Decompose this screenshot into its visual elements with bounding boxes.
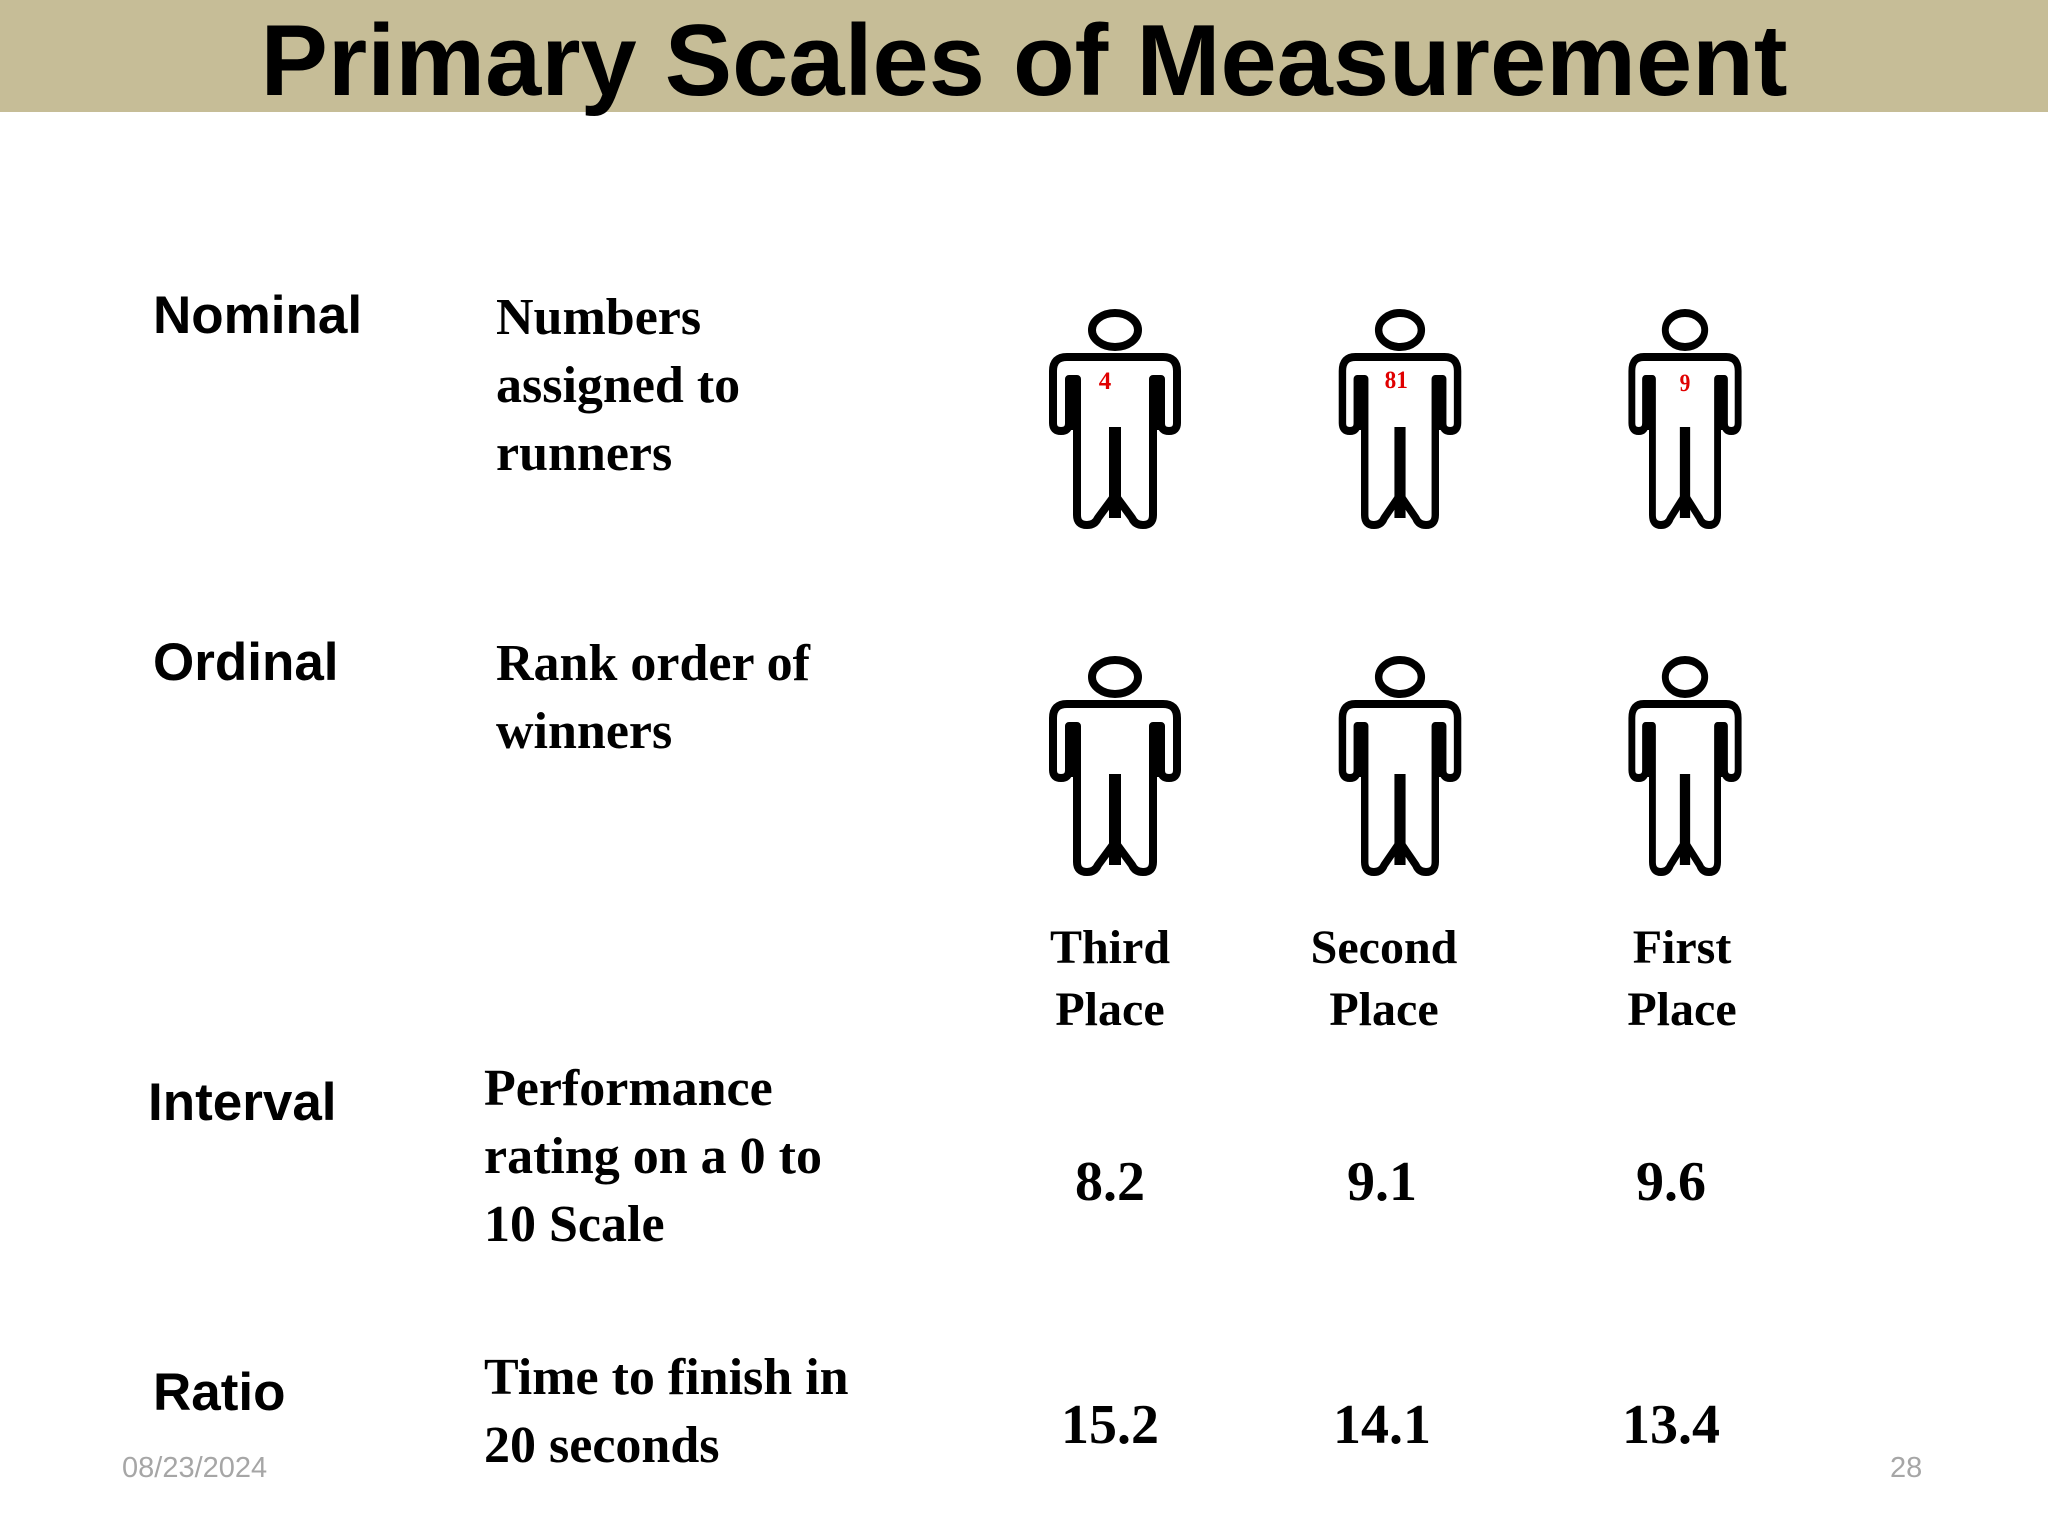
runner-figure-icon: [1338, 656, 1462, 876]
runner-figure-icon: [1628, 656, 1742, 876]
slide-title: Primary Scales of Measurement: [260, 5, 1788, 117]
runner-figure-icon: 4: [1049, 309, 1181, 529]
description-nominal: Numbers assigned to runners: [496, 284, 740, 488]
place-label-third: Third Place: [980, 917, 1240, 1041]
bib-number: 9: [1680, 370, 1691, 398]
interval-value-first: 9.6: [1636, 1151, 1706, 1213]
description-line: Time to finish in: [484, 1349, 849, 1406]
slide-number: 28: [1890, 1452, 1923, 1484]
description-ratio: Time to finish in 20 seconds: [484, 1344, 849, 1480]
description-line: winners: [496, 703, 673, 760]
scale-label-ratio: Ratio: [153, 1363, 286, 1422]
interval-value-second: 9.1: [1347, 1151, 1417, 1213]
runner-figure-icon: 9: [1628, 309, 1742, 529]
interval-value-third: 8.2: [1075, 1151, 1145, 1213]
runner-figure-icon: 81: [1338, 309, 1462, 529]
bib-number: 4: [1099, 368, 1112, 395]
slide-date: 08/23/2024: [122, 1452, 268, 1484]
bib-number: 81: [1385, 367, 1408, 394]
place-line: Second: [1310, 921, 1458, 974]
scale-label-nominal: Nominal: [153, 286, 363, 345]
description-line: Numbers: [496, 289, 702, 346]
description-interval: Performance rating on a 0 to 10 Scale: [484, 1055, 822, 1259]
scale-label-ordinal: Ordinal: [153, 633, 339, 692]
title-bar: [0, 0, 2048, 112]
description-line: rating on a 0 to: [484, 1128, 822, 1185]
place-line: First: [1632, 921, 1732, 974]
runner-figure-icon: [1049, 656, 1181, 876]
ratio-value-second: 14.1: [1333, 1394, 1431, 1456]
scale-label-interval: Interval: [148, 1073, 337, 1132]
description-line: 10 Scale: [484, 1196, 665, 1253]
description-ordinal: Rank order of winners: [496, 630, 810, 766]
place-line: Place: [1329, 983, 1439, 1036]
ratio-value-third: 15.2: [1061, 1394, 1159, 1456]
place-label-first: First Place: [1552, 917, 1812, 1041]
description-line: assigned to: [496, 357, 741, 414]
place-line: Place: [1055, 983, 1165, 1036]
description-line: Performance: [484, 1060, 773, 1117]
place-label-second: Second Place: [1254, 917, 1514, 1041]
description-line: Rank order of: [496, 635, 810, 692]
place-line: Place: [1627, 983, 1737, 1036]
description-line: runners: [496, 425, 673, 482]
place-line: Third: [1049, 921, 1171, 974]
ratio-value-first: 13.4: [1622, 1394, 1720, 1456]
description-line: 20 seconds: [484, 1417, 720, 1474]
